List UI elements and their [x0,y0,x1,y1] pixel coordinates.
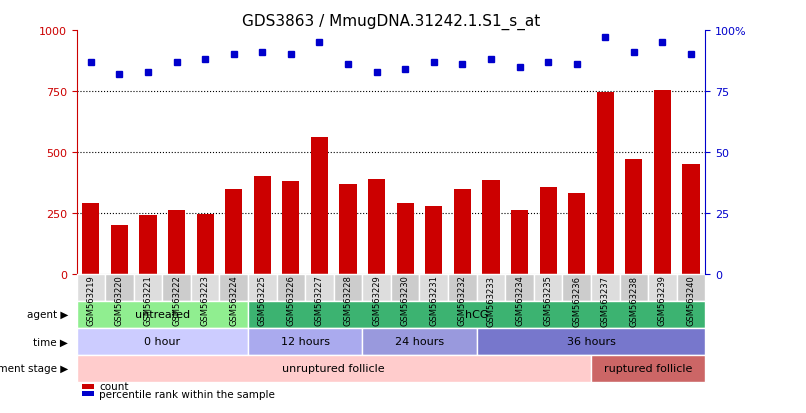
Text: GSM563220: GSM563220 [115,275,124,325]
FancyBboxPatch shape [476,328,705,355]
Title: GDS3863 / MmugDNA.31242.1.S1_s_at: GDS3863 / MmugDNA.31242.1.S1_s_at [242,14,540,30]
Text: ruptured follicle: ruptured follicle [604,363,692,373]
FancyBboxPatch shape [534,274,563,301]
Text: hCG: hCG [465,310,488,320]
Text: GSM563236: GSM563236 [572,275,581,326]
FancyBboxPatch shape [363,328,476,355]
Bar [111,225,128,274]
Text: GSM563233: GSM563233 [487,275,496,326]
Text: development stage ▶: development stage ▶ [0,363,68,373]
Text: count: count [99,381,129,392]
Text: GSM563230: GSM563230 [401,275,409,325]
Bar [454,189,471,274]
FancyBboxPatch shape [77,355,591,382]
Text: 36 hours: 36 hours [567,337,616,347]
Text: untreated: untreated [135,310,190,320]
FancyBboxPatch shape [105,274,134,301]
Text: GSM563221: GSM563221 [143,275,152,325]
Text: time ▶: time ▶ [33,337,68,347]
Text: GSM563223: GSM563223 [201,275,210,325]
FancyBboxPatch shape [77,301,248,328]
FancyBboxPatch shape [248,301,705,328]
Text: GSM563235: GSM563235 [543,275,553,325]
FancyBboxPatch shape [648,274,677,301]
Text: GSM563237: GSM563237 [600,275,609,326]
Bar [225,189,243,274]
Text: GSM563232: GSM563232 [458,275,467,325]
Bar [511,211,528,274]
Text: GSM563224: GSM563224 [229,275,239,325]
FancyBboxPatch shape [305,274,334,301]
FancyBboxPatch shape [677,274,705,301]
Bar [339,184,356,274]
FancyBboxPatch shape [248,274,276,301]
FancyBboxPatch shape [77,274,105,301]
Bar [482,180,500,274]
Bar [282,182,300,274]
FancyBboxPatch shape [591,355,705,382]
Text: GSM563239: GSM563239 [658,275,667,325]
Text: 24 hours: 24 hours [395,337,444,347]
FancyBboxPatch shape [77,328,248,355]
FancyBboxPatch shape [476,274,505,301]
Text: 0 hour: 0 hour [144,337,181,347]
FancyBboxPatch shape [505,274,534,301]
Bar [368,179,385,274]
Text: GSM563225: GSM563225 [258,275,267,325]
Bar [168,211,185,274]
Bar [596,93,614,274]
Bar [568,194,585,274]
Bar [82,392,93,396]
Bar [539,188,557,274]
Text: 12 hours: 12 hours [280,337,330,347]
Text: percentile rank within the sample: percentile rank within the sample [99,389,276,399]
Bar [82,204,99,274]
Text: GSM563234: GSM563234 [515,275,524,325]
FancyBboxPatch shape [419,274,448,301]
Bar [254,177,271,274]
FancyBboxPatch shape [591,274,620,301]
FancyBboxPatch shape [162,274,191,301]
Text: GSM563238: GSM563238 [629,275,638,326]
FancyBboxPatch shape [448,274,476,301]
Bar [625,160,642,274]
Text: GSM563222: GSM563222 [172,275,181,325]
Text: GSM563229: GSM563229 [372,275,381,325]
FancyBboxPatch shape [134,274,162,301]
Text: unruptured follicle: unruptured follicle [282,363,385,373]
FancyBboxPatch shape [219,274,248,301]
Bar [197,215,214,274]
Text: GSM563240: GSM563240 [687,275,696,325]
Text: GSM563227: GSM563227 [315,275,324,325]
Bar [654,90,671,274]
FancyBboxPatch shape [334,274,363,301]
Bar [82,384,93,389]
FancyBboxPatch shape [248,328,363,355]
FancyBboxPatch shape [620,274,648,301]
FancyBboxPatch shape [391,274,419,301]
FancyBboxPatch shape [363,274,391,301]
Bar [397,204,413,274]
Text: GSM563219: GSM563219 [86,275,95,325]
Bar [311,138,328,274]
FancyBboxPatch shape [563,274,591,301]
Text: GSM563226: GSM563226 [286,275,295,325]
Bar [139,216,156,274]
Bar [683,165,700,274]
Text: GSM563231: GSM563231 [430,275,438,325]
FancyBboxPatch shape [191,274,219,301]
Bar [426,206,442,274]
Text: agent ▶: agent ▶ [27,310,68,320]
Text: GSM563228: GSM563228 [343,275,352,325]
FancyBboxPatch shape [276,274,305,301]
